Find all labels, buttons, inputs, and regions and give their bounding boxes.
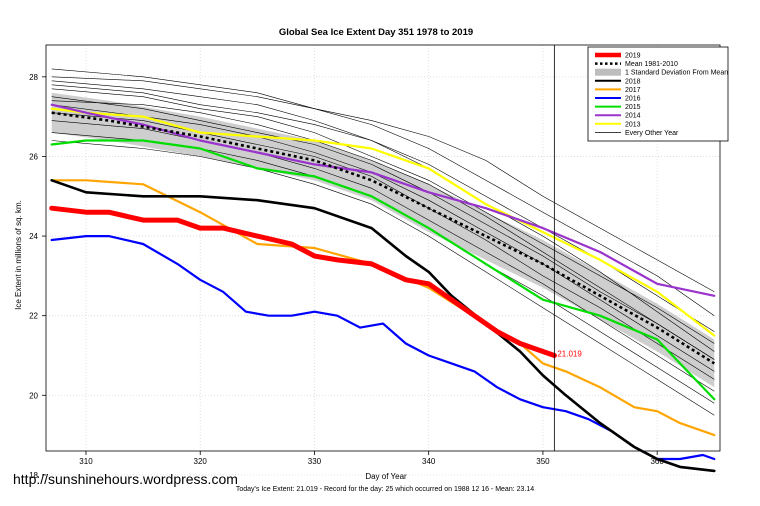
legend-label: 2015 <box>625 104 641 111</box>
watermark-url[interactable]: http://sunshinehours.wordpress.com <box>13 471 238 487</box>
legend-label: 2017 <box>625 87 641 94</box>
legend-label: 2018 <box>625 78 641 85</box>
mean-line <box>51 111 715 365</box>
series-line-2013 <box>50 107 716 337</box>
y-tick-label: 20 <box>29 391 38 400</box>
series-line-2018 <box>50 179 716 473</box>
legend-label: Mean 1981-2010 <box>625 61 678 68</box>
highlighted-series <box>49 103 716 473</box>
other-year-line <box>51 76 715 293</box>
legend-label: 2016 <box>625 96 641 103</box>
series-line-2015 <box>50 139 716 401</box>
current-value-label: 21.019 <box>557 350 582 359</box>
axes: 310 320 330 340 350 360 18 20 22 24 26 28 <box>29 44 721 480</box>
current-day-marker: 21.019 <box>553 45 582 451</box>
other-year-line <box>51 84 715 352</box>
other-year-line <box>51 100 715 360</box>
x-tick-label: 320 <box>194 457 208 466</box>
other-year-line <box>51 96 715 360</box>
y-tick-label: 18 <box>29 471 38 480</box>
x-tick-label: 360 <box>650 457 664 466</box>
other-year-line <box>51 68 715 316</box>
mean-line-group <box>51 111 715 365</box>
legend-swatch <box>595 68 621 76</box>
legend-label: 2014 <box>625 113 641 120</box>
legend-label: 2019 <box>625 53 641 60</box>
y-tick-label: 22 <box>29 312 38 321</box>
other-year-line <box>51 140 715 416</box>
legend-label: Every Other Year <box>625 130 679 137</box>
y-tick-label: 24 <box>29 232 38 241</box>
legend-label: 2013 <box>625 121 641 128</box>
legend-label: 1 Standard Deviation From Mean <box>625 70 728 77</box>
other-year-line <box>51 88 715 344</box>
x-tick-label: 310 <box>79 457 93 466</box>
series-line-2014 <box>50 103 716 297</box>
x-tick-label: 330 <box>308 457 322 466</box>
x-tick-label: 340 <box>422 457 436 466</box>
chart-title: Global Sea Ice Extent Day 351 1978 to 20… <box>279 27 473 38</box>
x-tick-label: 350 <box>536 457 550 466</box>
other-year-line <box>51 104 715 372</box>
series-line-2019 <box>49 205 557 358</box>
plot-border <box>45 44 721 452</box>
x-axis-label: Day of Year <box>365 472 407 481</box>
y-axis-label: Ice Extent in millions of sq. km. <box>14 200 23 310</box>
y-tick-label: 26 <box>29 152 38 161</box>
footer-note: Today's Ice Extent: 21.019 - Record for … <box>236 486 534 493</box>
y-tick-label: 28 <box>29 73 38 82</box>
